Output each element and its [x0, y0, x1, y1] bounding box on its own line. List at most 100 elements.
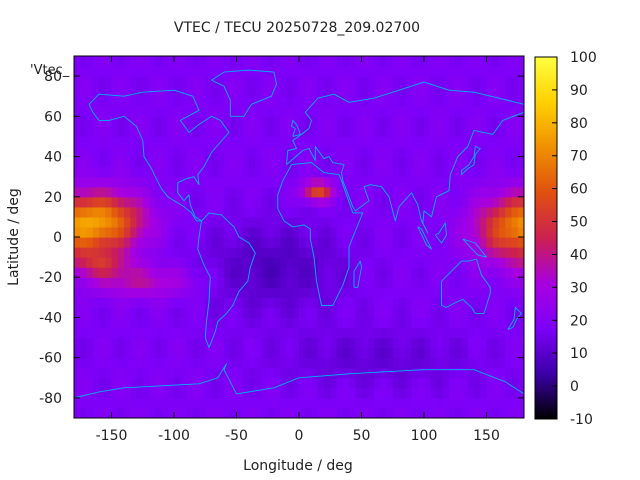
heatmap-cell — [86, 407, 94, 418]
heatmap-cell — [349, 176, 356, 188]
heatmap-cell — [236, 307, 244, 319]
heatmap-cell — [236, 357, 244, 369]
heatmap-cell — [424, 66, 431, 77]
x-tick-label: 50 — [353, 428, 371, 444]
heatmap-cell — [80, 337, 88, 349]
heatmap-cell — [99, 176, 106, 188]
heatmap-cell — [405, 56, 413, 67]
heatmap-cell — [192, 257, 200, 268]
heatmap-cell — [267, 146, 275, 158]
heatmap-cell — [449, 186, 456, 198]
heatmap-cell — [342, 76, 350, 87]
heatmap-cell — [486, 257, 494, 268]
heatmap-cell — [311, 267, 319, 278]
heatmap-cell — [367, 407, 375, 418]
heatmap-cell — [511, 136, 519, 148]
heatmap-cell — [267, 136, 275, 148]
heatmap-cell — [342, 66, 350, 77]
heatmap-cell — [461, 206, 469, 218]
heatmap-cell — [186, 347, 194, 359]
heatmap-cell — [111, 247, 119, 258]
heatmap-cell — [342, 287, 350, 298]
heatmap-cell — [224, 387, 231, 399]
heatmap-cell — [80, 267, 88, 278]
heatmap-cell — [305, 116, 313, 127]
heatmap-cell — [180, 267, 188, 278]
heatmap-cell — [155, 407, 163, 418]
heatmap-cell — [336, 146, 344, 158]
heatmap-cell — [111, 267, 119, 278]
heatmap-cell — [280, 126, 288, 138]
heatmap-cell — [274, 247, 281, 258]
heatmap-cell — [92, 337, 100, 349]
heatmap-cell — [124, 347, 131, 359]
heatmap-cell — [499, 407, 506, 418]
heatmap-cell — [80, 126, 88, 138]
heatmap-cell — [386, 357, 394, 369]
heatmap-cell — [186, 86, 194, 97]
heatmap-cell — [180, 257, 188, 268]
heatmap-cell — [324, 226, 331, 238]
heatmap-cell — [236, 367, 244, 379]
heatmap-cell — [192, 347, 200, 359]
heatmap-cell — [461, 216, 469, 228]
heatmap-cell — [167, 126, 175, 138]
chart-title: VTEC / TECU 20250728_209.02700 — [174, 20, 420, 36]
heatmap-cell — [374, 287, 381, 298]
heatmap-cell — [174, 287, 181, 298]
heatmap-cell — [511, 196, 519, 208]
heatmap-cell — [486, 247, 494, 258]
heatmap-cell — [349, 76, 356, 87]
heatmap-cell — [430, 156, 438, 168]
heatmap-cell — [480, 267, 488, 278]
heatmap-cell — [280, 237, 288, 248]
heatmap-cell — [330, 367, 338, 379]
heatmap-cell — [105, 196, 113, 208]
heatmap-cell — [267, 347, 275, 359]
heatmap-cell — [242, 337, 250, 349]
heatmap-cell — [355, 337, 363, 349]
heatmap-cell — [430, 247, 438, 258]
heatmap-cell — [199, 226, 206, 238]
heatmap-cell — [492, 307, 500, 319]
heatmap-cell — [305, 156, 313, 168]
heatmap-cell — [399, 317, 406, 329]
heatmap-cell — [161, 337, 169, 349]
heatmap-cell — [505, 176, 513, 188]
heatmap-cell — [299, 76, 306, 87]
heatmap-cell — [299, 387, 306, 399]
heatmap-cell — [455, 357, 463, 369]
heatmap-cell — [105, 106, 113, 117]
heatmap-cell — [342, 317, 350, 329]
heatmap-cell — [205, 56, 213, 67]
heatmap-cell — [492, 106, 500, 117]
heatmap-cell — [380, 216, 388, 228]
heatmap-cell — [155, 307, 163, 319]
heatmap-cell — [317, 267, 325, 278]
heatmap-cell — [242, 176, 250, 188]
heatmap-cell — [374, 86, 381, 97]
heatmap-cell — [292, 226, 300, 238]
heatmap-cell — [111, 287, 119, 298]
heatmap-cell — [286, 56, 294, 67]
heatmap-cell — [467, 196, 475, 208]
heatmap-cell — [461, 76, 469, 87]
heatmap-cell — [355, 247, 363, 258]
heatmap-cell — [105, 277, 113, 288]
heatmap-cell — [374, 136, 381, 148]
heatmap-cell — [486, 106, 494, 117]
heatmap-cell — [205, 76, 213, 87]
heatmap-cell — [386, 56, 394, 67]
heatmap-cell — [255, 76, 263, 87]
heatmap-cell — [155, 136, 163, 148]
heatmap-cell — [117, 76, 125, 87]
heatmap-cell — [255, 86, 263, 97]
heatmap-cell — [442, 176, 450, 188]
heatmap-cell — [99, 206, 106, 218]
heatmap-cell — [355, 317, 363, 329]
heatmap-cell — [517, 116, 524, 127]
heatmap-cell — [480, 407, 488, 418]
heatmap-cell — [424, 116, 431, 127]
heatmap-cell — [405, 126, 413, 138]
heatmap-cell — [117, 186, 125, 198]
